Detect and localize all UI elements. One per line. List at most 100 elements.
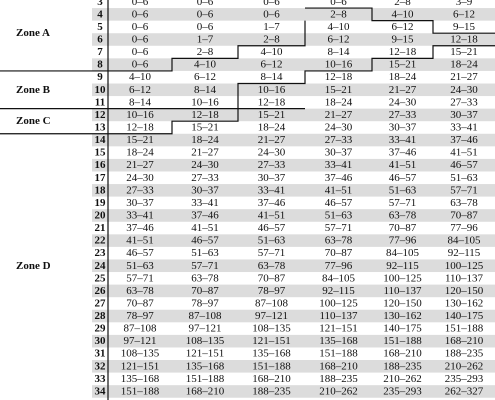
range-cell: 120–150 (445, 285, 484, 297)
range-cell: 46–57 (126, 247, 154, 259)
zone-boundary (108, 45, 495, 110)
zone-boundary (305, 7, 495, 34)
range-cell: 41–51 (258, 209, 286, 221)
range-cell: 235–293 (445, 373, 484, 385)
range-cell: 24–30 (191, 159, 219, 171)
row-band (92, 33, 495, 46)
range-cell: 108–135 (252, 323, 291, 335)
zone-label: Zone C (16, 115, 51, 127)
range-cell: 41–51 (389, 159, 417, 171)
range-cell: 235–293 (383, 385, 422, 397)
row-number: 28 (95, 310, 107, 322)
range-cell: 41–51 (191, 222, 219, 234)
range-cell: 10–16 (191, 96, 219, 108)
row-band (92, 8, 495, 21)
range-cell: 27–33 (389, 109, 417, 121)
row-band (92, 385, 495, 398)
row-number: 17 (95, 172, 107, 184)
range-cell: 12–18 (325, 71, 353, 83)
row-number: 23 (95, 247, 107, 259)
row-band (92, 83, 495, 97)
range-cell: 87–108 (255, 297, 289, 309)
range-cell: 151–188 (445, 323, 484, 335)
range-cell: 1–7 (197, 33, 214, 45)
range-cell: 51–63 (450, 172, 478, 184)
range-cell: 135–168 (252, 348, 291, 360)
range-cell: 33–41 (258, 184, 286, 196)
row-number: 30 (95, 335, 107, 347)
range-cell: 135–168 (186, 360, 225, 372)
range-cell: 130–162 (445, 297, 484, 309)
range-cell: 63–78 (325, 235, 353, 247)
range-cell: 63–78 (389, 209, 417, 221)
range-cell: 12–18 (389, 46, 417, 58)
range-cell: 92–115 (322, 285, 355, 297)
range-cell: 33–41 (126, 209, 154, 221)
row-number: 26 (95, 285, 107, 297)
range-cell: 108–135 (121, 348, 160, 360)
row-number: 10 (95, 84, 107, 96)
row-number: 24 (95, 260, 107, 272)
row-band (92, 209, 495, 222)
row-number: 20 (95, 209, 107, 221)
range-cell: 0–6 (263, 0, 280, 8)
range-cell: 84–105 (322, 272, 356, 284)
range-cell: 37–46 (191, 209, 219, 221)
range-cell: 30–37 (258, 172, 286, 184)
range-cell: 70–87 (191, 285, 219, 297)
range-cell: 188–235 (252, 385, 291, 397)
range-cell: 135–168 (121, 373, 160, 385)
range-cell: 0–6 (132, 46, 149, 58)
range-cell: 8–14 (328, 46, 351, 58)
range-cell: 8–14 (261, 71, 284, 83)
range-cell: 210–262 (319, 385, 358, 397)
range-cell: 46–57 (191, 235, 219, 247)
range-cell: 130–162 (383, 310, 422, 322)
range-cell: 92–115 (448, 247, 481, 259)
range-cell: 70–87 (126, 297, 154, 309)
range-cell: 70–87 (325, 247, 353, 259)
range-cell: 97–121 (124, 335, 157, 347)
range-cell: 57–71 (325, 222, 353, 234)
range-cell: 24–30 (389, 96, 417, 108)
range-cell: 15–21 (450, 46, 478, 58)
range-cell: 168–210 (383, 348, 422, 360)
range-cell: 30–37 (389, 121, 417, 133)
range-cell: 24–30 (126, 172, 154, 184)
range-cell: 9–15 (392, 33, 415, 45)
range-cell: 135–168 (319, 335, 358, 347)
range-cell: 57–71 (450, 184, 478, 196)
range-cell: 168–210 (186, 385, 225, 397)
zone-label: Zone A (16, 27, 50, 39)
range-cell: 18–24 (389, 71, 417, 83)
range-cell: 6–12 (129, 84, 151, 96)
row-number: 29 (95, 323, 107, 335)
row-number: 27 (95, 297, 107, 309)
range-cell: 33–41 (325, 159, 353, 171)
range-cell: 51–63 (126, 260, 154, 272)
range-cell: 0–6 (197, 0, 214, 8)
row-number: 25 (95, 272, 107, 284)
range-cell: 46–57 (258, 222, 286, 234)
range-cell: 121–151 (319, 323, 358, 335)
range-cell: 57–71 (126, 272, 154, 284)
range-cell: 168–210 (319, 360, 358, 372)
range-cell: 30–37 (126, 197, 154, 209)
range-cell: 6–12 (392, 21, 414, 33)
range-cell: 70–87 (450, 209, 478, 221)
range-cell: 46–57 (450, 159, 478, 171)
range-cell: 151–188 (252, 360, 291, 372)
row-number: 8 (97, 59, 103, 71)
row-number: 11 (95, 96, 105, 108)
range-cell: 63–78 (191, 272, 219, 284)
range-cell: 51–63 (191, 247, 219, 259)
range-cell: 63–78 (258, 260, 286, 272)
row-band (92, 234, 495, 247)
range-cell: 12–18 (191, 109, 219, 121)
row-number: 31 (95, 348, 106, 360)
row-number: 15 (95, 147, 107, 159)
range-cell: 2–8 (330, 8, 347, 20)
range-cell: 30–37 (191, 184, 219, 196)
range-cell: 0–6 (197, 21, 214, 33)
range-cell: 0–6 (132, 59, 149, 71)
